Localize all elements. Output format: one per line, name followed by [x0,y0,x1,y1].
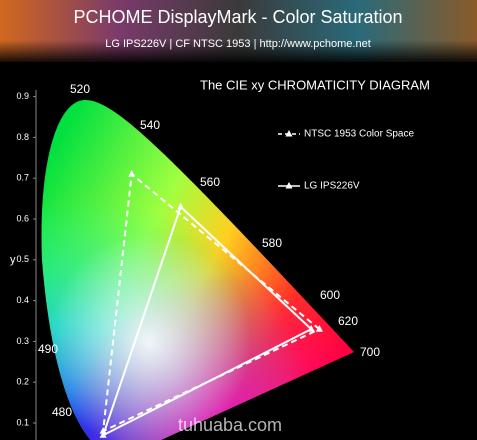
wavelength-label: 480 [52,405,72,419]
y-axis-label: y [10,254,16,266]
wavelength-label: 580 [262,236,282,250]
y-tick-label: 0.2 [16,377,29,387]
spectral-locus [41,100,355,440]
y-tick-label: 0.1 [16,417,29,427]
page-title: PCHOME DisplayMark - Color Saturation [73,7,402,27]
y-tick-label: 0.4 [16,295,29,305]
legend-marker [285,130,293,137]
point-marker [177,202,185,210]
wavelength-label: 700 [360,345,380,359]
wavelength-label: 490 [38,342,58,356]
page-subtitle: LG IPS226V | CF NTSC 1953 | http://www.p… [105,38,371,50]
y-tick-label: 0.8 [16,132,29,142]
y-tick-label: 0.5 [16,254,29,264]
point-marker [99,431,107,438]
wavelength-label: 560 [200,175,220,189]
legend-label: NTSC 1953 Color Space [304,129,414,140]
point-marker [315,325,323,332]
chart-title: The CIE xy CHROMATICITY DIAGRAM [200,77,430,92]
wavelength-label: 600 [320,288,340,302]
y-tick-label: 0.9 [16,91,29,101]
legend-label: LG IPS226V [304,181,360,192]
header-fade [0,40,477,65]
y-tick-label: 0.3 [16,336,29,346]
wavelength-label: 520 [70,82,90,96]
wavelength-label: 540 [140,118,160,132]
y-tick-label: 0.6 [16,213,29,223]
point-marker [307,325,315,332]
point-marker [128,170,136,177]
wavelength-label: 620 [338,314,358,328]
legend-marker [285,182,293,189]
watermark: tuhuaba.com [178,415,282,435]
y-tick-label: 0.7 [16,173,29,183]
series-line [101,204,312,438]
